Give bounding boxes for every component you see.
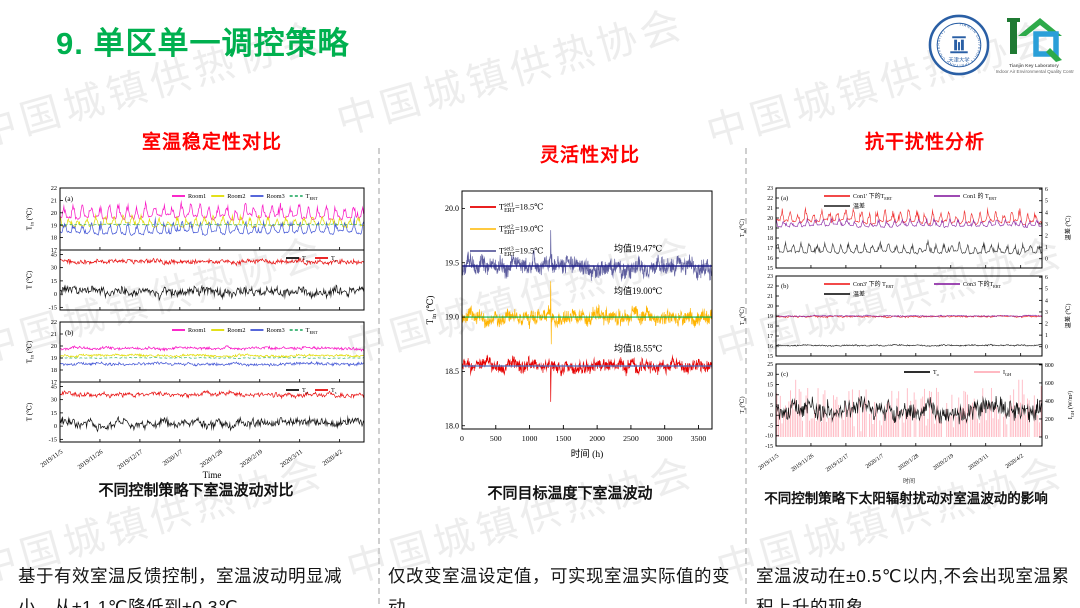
iaq-logo-icon: Tianjin Key Laboratory of Indoor Air Env… — [990, 18, 1078, 74]
analysis-note-flexibility: 仅改变室温设定值，可实现室温实际值的变动。 — [388, 565, 730, 608]
flexibility-chart — [418, 183, 722, 481]
lab-name-line2: of Indoor Air Environmental Quality Cont… — [994, 69, 1074, 74]
lab-name-line1: Tianjin Key Laboratory — [1009, 63, 1059, 68]
chart-caption-stability: 不同控制策略下室温波动对比 — [98, 483, 294, 499]
analysis-note-stability: 基于有效室温反馈控制，室温波动明显减小，从±1.1℃降低到±0.3℃。 — [18, 565, 342, 608]
column-header-flexibility: 灵活性对比 — [539, 145, 640, 166]
column-divider — [378, 148, 380, 604]
iaq-lab-logo: Tianjin Key Laboratory of Indoor Air Env… — [990, 10, 1078, 85]
disturbance-chart — [734, 180, 1078, 502]
page-title: 9. 单区单一调控策略 — [56, 26, 350, 61]
stability-chart — [20, 180, 372, 500]
tianjin-university-logo: TIANJIN UNIVERSITY (PEIYANG UNIVERSITY) … — [928, 14, 990, 81]
watermark-text: 中国城镇供热协会 — [332, 2, 691, 144]
column-header-stability: 室温稳定性对比 — [141, 132, 282, 153]
university-seal-icon: TIANJIN UNIVERSITY (PEIYANG UNIVERSITY) … — [928, 14, 990, 76]
analysis-note-disturbance: 室温波动在±0.5℃以内,不会出现室温累积上升的现象。 — [756, 565, 1070, 608]
chart-caption-flexibility: 不同目标温度下室温波动 — [487, 486, 653, 502]
chart-caption-disturbance: 不同控制策略下太阳辐射扰动对室温波动的影响 — [764, 491, 1048, 506]
seal-bottom-text: 天津大学 — [948, 55, 970, 63]
column-header-disturbance: 抗干扰性分析 — [864, 132, 985, 153]
